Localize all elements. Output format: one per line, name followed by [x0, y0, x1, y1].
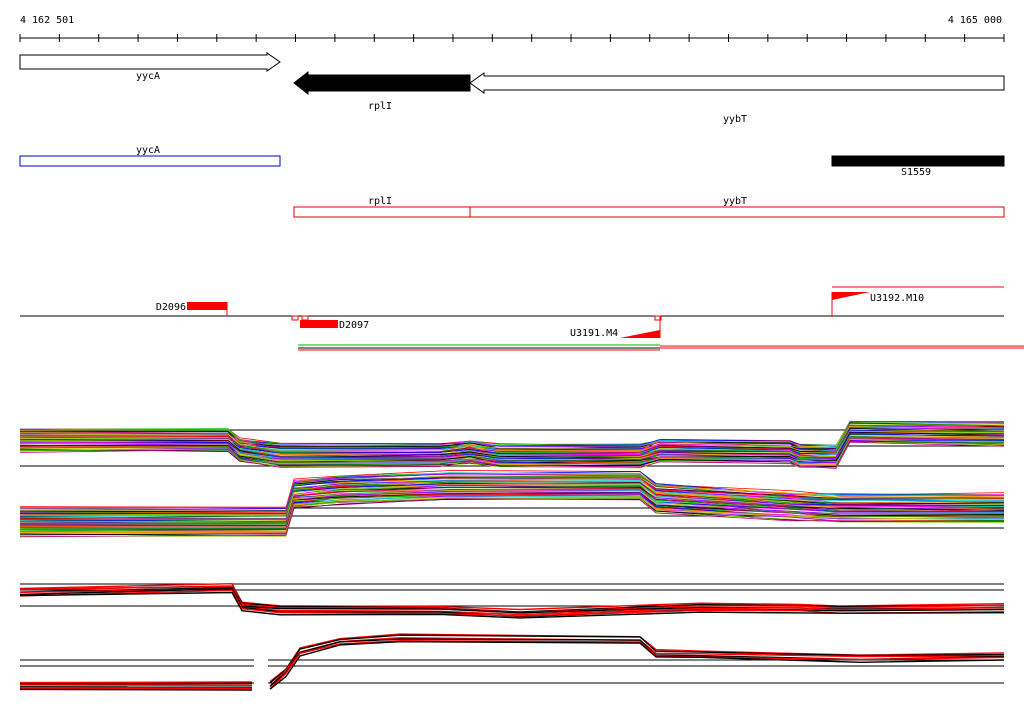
coordinate-ruler: 4 162 501 4 165 000	[19, 15, 1005, 42]
feature-track: D2096 D2097 U3191.M4 U3192.M10	[20, 286, 1024, 351]
expression-trace	[19, 441, 1005, 469]
feature-D2097-marker-b	[301, 315, 309, 321]
expression-trace	[19, 688, 253, 691]
annotation-S1559-box[interactable]	[831, 155, 1005, 167]
trace-panel-summary-1	[19, 582, 1005, 619]
expression-trace	[19, 441, 1005, 469]
feature-U3191-marker	[654, 315, 662, 321]
annotation-yycA-label: yycA	[136, 145, 160, 156]
expression-trace	[19, 681, 253, 684]
expression-trace	[19, 498, 1005, 538]
feature-D2097-marker-a	[291, 315, 299, 321]
ruler-end-label: 4 165 000	[948, 15, 1002, 26]
expression-trace	[19, 430, 1005, 457]
expression-trace	[19, 582, 1005, 611]
trace-panel-strand-1	[19, 420, 1005, 469]
gene-rplI-arrow[interactable]	[293, 70, 471, 96]
expression-trace	[19, 439, 1005, 466]
expression-trace	[269, 640, 1005, 690]
annotation-S1559-label: S1559	[901, 167, 931, 178]
gene-track: yycA rplI yybT	[19, 52, 1005, 125]
annotation-yycA-box[interactable]	[19, 155, 281, 167]
feature-D2096-label: D2096	[156, 302, 186, 313]
expression-traces	[19, 420, 1005, 691]
gene-yycA-label: yycA	[136, 71, 160, 82]
trace-panel-summary-2	[19, 633, 1005, 691]
expression-trace	[19, 429, 1005, 455]
gene-yycA-arrow[interactable]	[19, 52, 281, 72]
trace-panel-strand-2	[19, 470, 1005, 538]
ruler-ticks	[19, 34, 1005, 42]
expression-trace	[19, 496, 1005, 534]
gene-yybT-arrow[interactable]	[469, 72, 1005, 94]
expression-trace	[19, 589, 1005, 617]
expression-trace	[19, 682, 253, 685]
feature-D2096-bar[interactable]	[187, 302, 227, 310]
feature-U3192-wedge[interactable]	[832, 292, 870, 300]
feature-D2097-bar[interactable]	[300, 320, 338, 328]
expression-trace	[269, 638, 1005, 687]
feature-U3191-wedge[interactable]	[620, 330, 660, 338]
annotation-yybT-label: yybT	[723, 196, 747, 207]
expression-trace	[19, 427, 1005, 453]
annotation-yybT-box[interactable]	[469, 206, 1005, 218]
ruler-start-label: 4 162 501	[20, 15, 74, 26]
annotation-track: yycA S1559 rplI yybT	[19, 145, 1005, 218]
expression-trace	[269, 639, 1005, 690]
feature-U3192-label: U3192.M10	[870, 293, 924, 304]
feature-U3191-label: U3191.M4	[570, 328, 618, 339]
annotation-rplI-label: rplI	[368, 196, 392, 207]
annotation-rplI-box[interactable]	[293, 206, 471, 218]
expression-trace	[269, 634, 1005, 684]
gene-rplI-label: rplI	[368, 101, 392, 112]
gene-yybT-label: yybT	[723, 114, 747, 125]
expression-trace	[19, 591, 1005, 619]
feature-D2097-label: D2097	[339, 320, 369, 331]
